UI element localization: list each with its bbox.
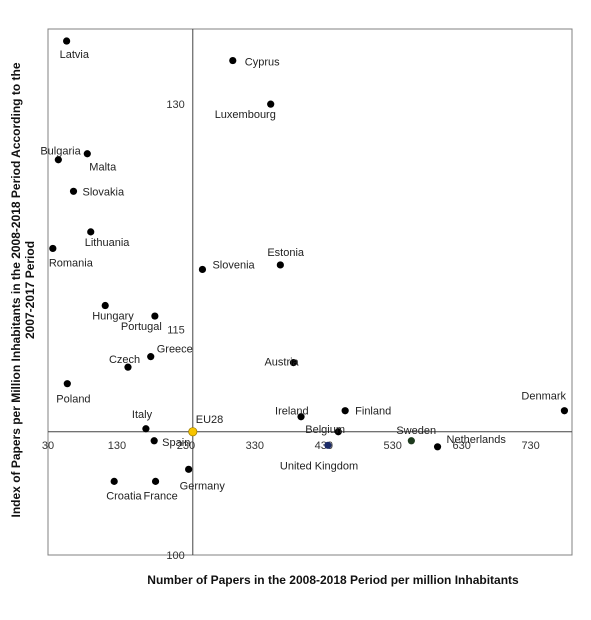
point-poland	[63, 380, 71, 388]
label-sweden: Sweden	[396, 425, 436, 437]
label-ireland: Ireland	[275, 406, 309, 418]
label-luxembourg: Luxembourg	[215, 109, 276, 121]
label-eu28: EU28	[196, 414, 224, 426]
label-italy: Italy	[132, 409, 153, 421]
point-cyprus	[229, 56, 237, 65]
label-romania: Romania	[49, 257, 94, 269]
label-finland: Finland	[355, 406, 391, 418]
label-germany: Germany	[180, 480, 226, 492]
y-axis-title-line1: Index of Papers per Million Inhabitants …	[9, 62, 23, 517]
point-ireland	[297, 413, 305, 421]
point-latvia	[63, 37, 71, 45]
point-estonia	[276, 261, 284, 269]
x-tick-330: 330	[246, 440, 264, 452]
point-czech	[124, 363, 132, 371]
point-labels: Latvia Cyprus Luxembourg Bulgaria Malta Slova…	[40, 49, 566, 502]
data-points	[49, 37, 569, 485]
point-sweden	[407, 437, 415, 445]
point-austria	[289, 359, 298, 367]
point-united-kingdom	[324, 441, 332, 449]
point-netherlands	[433, 443, 442, 451]
point-denmark	[560, 407, 569, 415]
label-portugal: Portugal	[121, 321, 162, 333]
label-malta: Malta	[89, 162, 117, 174]
point-hungary	[101, 301, 109, 310]
point-italy	[142, 425, 150, 433]
x-tick-30: 30	[42, 440, 54, 452]
point-spain	[150, 437, 158, 445]
y-tick-labels: 115 130 100	[166, 99, 184, 562]
label-slovenia: Slovenia	[212, 259, 255, 271]
label-czech: Czech	[109, 354, 140, 366]
x-tick-530: 530	[384, 440, 402, 452]
label-belgium: Belgium	[305, 424, 345, 436]
label-greece: Greece	[157, 344, 193, 356]
x-tick-230: 230	[177, 440, 195, 452]
label-france: France	[144, 490, 178, 502]
point-slovakia	[69, 187, 78, 195]
point-luxembourg	[267, 100, 275, 108]
point-malta	[83, 150, 91, 158]
label-spain: Spain	[162, 437, 190, 449]
label-hungary: Hungary	[92, 311, 134, 323]
point-croatia	[110, 477, 118, 485]
x-axis-title: Number of Papers in the 2008-2018 Period…	[147, 573, 519, 587]
label-bulgaria: Bulgaria	[40, 146, 81, 158]
point-belgium	[334, 428, 342, 436]
x-tick-730: 730	[521, 440, 539, 452]
label-poland: Poland	[56, 394, 90, 406]
point-slovenia	[198, 265, 207, 274]
point-finland	[341, 407, 349, 415]
label-slovakia: Slovakia	[83, 186, 125, 198]
label-croatia: Croatia	[106, 490, 142, 502]
point-greece	[147, 353, 155, 361]
y-tick-130: 130	[166, 99, 184, 111]
x-tick-labels: 30 130 230 330 430 530 630 730	[42, 440, 540, 452]
point-france	[151, 477, 160, 485]
label-estonia: Estonia	[267, 247, 305, 259]
label-denmark: Denmark	[521, 391, 566, 403]
plot-frame	[47, 28, 573, 556]
y-tick-115: 115	[167, 325, 185, 337]
label-netherlands: Netherlands	[447, 434, 507, 446]
point-romania	[49, 244, 57, 253]
label-cyprus: Cyprus	[245, 57, 280, 69]
y-tick-100: 100	[166, 550, 184, 562]
label-austria: Austria	[264, 357, 299, 369]
point-portugal	[151, 312, 159, 320]
point-eu28	[188, 427, 198, 437]
y-axis-title-line2: 2007-2017 Period	[23, 241, 37, 339]
point-germany	[185, 465, 193, 473]
point-bulgaria	[54, 156, 62, 164]
x-tick-630: 630	[453, 440, 471, 452]
label-lithuania: Lithuania	[85, 237, 131, 249]
x-tick-130: 130	[108, 440, 126, 452]
label-united-kingdom: United Kingdom	[280, 460, 358, 472]
label-latvia: Latvia	[60, 49, 90, 61]
point-lithuania	[87, 228, 95, 236]
